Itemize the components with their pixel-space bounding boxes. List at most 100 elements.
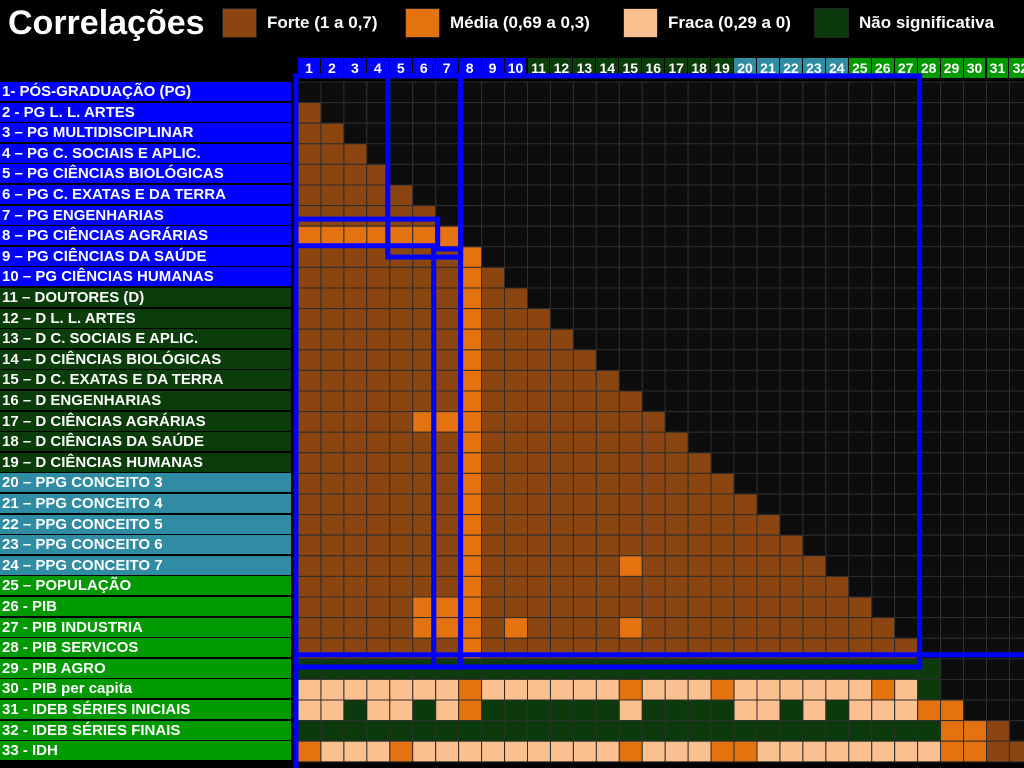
cell-30-13-fraca	[572, 678, 597, 701]
empty-cell-11-31	[986, 287, 1010, 310]
empty-cell-9-23	[802, 246, 827, 268]
cell-27-5-forte	[389, 617, 414, 639]
cell-26-23-forte	[802, 596, 827, 619]
empty-cell-9-19	[710, 246, 735, 268]
empty-cell-1-13	[572, 81, 597, 104]
empty-cell-23-23	[802, 534, 827, 557]
cell-4-2-forte	[320, 143, 345, 165]
cell-30-14-fraca	[595, 678, 620, 701]
empty-cell-8-9	[481, 225, 506, 248]
empty-cell-14-14	[595, 349, 620, 371]
cell-31-13-nao-significativa	[572, 699, 597, 722]
cell-27-20-forte	[733, 617, 758, 639]
empty-cell-17-31	[986, 411, 1010, 433]
empty-cell-4-29	[940, 143, 965, 165]
column-number-27: 27	[894, 58, 917, 78]
cell-16-12-forte	[549, 390, 574, 413]
empty-cell-3-24	[825, 122, 850, 145]
cell-2-1-forte	[297, 102, 322, 124]
empty-cell-6-16	[641, 184, 666, 207]
empty-cell-5-20	[733, 163, 758, 186]
empty-cell-18-18	[687, 431, 712, 454]
empty-cell-17-23	[802, 411, 827, 433]
cell-26-11-forte	[527, 596, 551, 619]
empty-cell-1-19	[710, 81, 735, 104]
empty-cell-19-24	[825, 452, 850, 474]
cell-30-7-fraca	[435, 678, 460, 701]
cell-24-13-forte	[572, 555, 597, 577]
empty-cell-3-5	[389, 122, 414, 145]
cell-21-20-forte	[733, 493, 758, 516]
cell-26-25-forte	[848, 596, 873, 619]
empty-cell-10-12	[549, 266, 574, 289]
cell-32-3-nao-significativa	[343, 720, 368, 742]
cell-30-21-fraca	[756, 678, 781, 701]
empty-cell-16-32	[1008, 390, 1024, 413]
empty-cell-14-32	[1008, 349, 1024, 371]
column-number-5: 5	[389, 58, 412, 78]
empty-cell-13-13	[572, 328, 597, 351]
empty-cell-6-26	[871, 184, 896, 207]
empty-cell-8-23	[802, 225, 827, 248]
column-number-19: 19	[711, 58, 734, 78]
cell-26-13-forte	[572, 596, 597, 619]
empty-cell-12-24	[825, 308, 850, 330]
cell-31-11-nao-significativa	[527, 699, 551, 722]
empty-cell-26-32	[1008, 596, 1024, 619]
row-label-21: 21 – PPG CONCEITO 4	[0, 494, 291, 513]
empty-cell-10-27	[894, 266, 919, 289]
cell-20-12-forte	[549, 472, 574, 495]
cell-22-17-forte	[664, 514, 689, 536]
row-label-15: 15 – D C. EXATAS E DA TERRA	[0, 370, 291, 390]
row-label-7: 7 – PG ENGENHARIAS	[0, 205, 291, 225]
empty-cell-12-19	[710, 308, 735, 330]
cell-23-17-forte	[664, 534, 689, 557]
empty-cell-27-29	[940, 617, 965, 639]
column-number-6: 6	[412, 58, 435, 78]
empty-cell-20-24	[825, 472, 850, 495]
empty-cell-22-30	[963, 514, 987, 536]
empty-cell-15-20	[733, 369, 758, 392]
cell-31-8-media	[458, 699, 483, 722]
empty-cell-19-22	[779, 452, 804, 474]
cell-25-11-forte	[527, 575, 551, 598]
empty-cell-5-16	[641, 163, 666, 186]
empty-cell-17-21	[756, 411, 781, 433]
empty-cell-29-32	[1008, 658, 1024, 680]
cell-15-10-forte	[504, 369, 528, 392]
cell-15-4-forte	[366, 369, 391, 392]
cell-31-27-fraca	[894, 699, 919, 722]
empty-cell-32-32	[1008, 720, 1024, 742]
empty-cell-3-9	[481, 122, 506, 145]
empty-cell-16-21	[756, 390, 781, 413]
column-number-22: 22	[779, 58, 802, 78]
cell-30-23-fraca	[802, 678, 827, 701]
empty-cell-18-23	[802, 431, 827, 454]
empty-cell-10-14	[595, 266, 620, 289]
empty-cell-16-27	[894, 390, 919, 413]
cell-32-23-nao-significativa	[802, 720, 827, 742]
cell-24-11-forte	[527, 555, 551, 577]
cell-32-21-nao-significativa	[756, 720, 781, 742]
empty-cell-20-27	[894, 472, 919, 495]
cell-24-5-forte	[389, 555, 414, 577]
cell-19-9-forte	[481, 452, 506, 474]
empty-cell-24-30	[963, 555, 987, 577]
row-label-20: 20 – PPG CONCEITO 3	[0, 473, 291, 493]
empty-cell-8-12	[549, 225, 574, 248]
cell-24-9-forte	[481, 555, 506, 577]
empty-cell-15-32	[1008, 369, 1024, 392]
cell-27-23-forte	[802, 617, 827, 639]
empty-cell-22-26	[871, 514, 896, 536]
empty-cell-20-20	[733, 472, 758, 495]
cell-30-15-media	[618, 678, 643, 701]
cell-20-16-forte	[641, 472, 666, 495]
empty-cell-6-23	[802, 184, 827, 207]
cell-19-17-forte	[664, 452, 689, 474]
cell-7-2-forte	[320, 205, 345, 227]
cell-27-7-media	[435, 617, 460, 639]
column-number-10: 10	[504, 58, 527, 78]
row-label-9: 9 – PG CIÊNCIAS DA SAÚDE	[0, 246, 291, 266]
cell-16-2-forte	[320, 390, 345, 413]
row-label-2: 2 - PG L. L. ARTES	[0, 102, 291, 122]
